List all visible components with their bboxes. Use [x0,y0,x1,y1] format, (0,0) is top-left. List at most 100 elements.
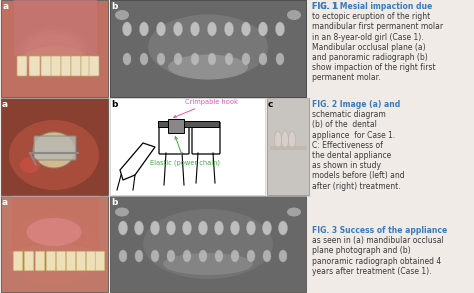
Text: b: b [111,198,118,207]
Ellipse shape [246,221,255,235]
Bar [110,0,306,97]
FancyBboxPatch shape [86,251,96,271]
Ellipse shape [118,221,128,235]
Ellipse shape [27,218,82,246]
Ellipse shape [19,28,89,76]
FancyBboxPatch shape [71,56,81,76]
Text: Elastic (power chain): Elastic (power chain) [150,137,220,166]
FancyBboxPatch shape [51,56,61,76]
Bar [110,98,265,195]
Text: models before (left) and: models before (left) and [312,171,405,180]
Ellipse shape [263,221,272,235]
Text: show impaction of the right first: show impaction of the right first [312,63,436,72]
Ellipse shape [287,207,301,217]
Text: FIG. 2 Image (a) and: FIG. 2 Image (a) and [312,100,400,109]
Polygon shape [120,143,155,180]
Ellipse shape [183,250,191,262]
Ellipse shape [231,250,239,262]
FancyBboxPatch shape [17,56,27,76]
FancyBboxPatch shape [34,136,76,160]
FancyBboxPatch shape [56,251,66,271]
Ellipse shape [282,131,289,149]
Ellipse shape [9,214,99,286]
Text: mandibular first permanent molar: mandibular first permanent molar [312,22,443,31]
Text: b: b [111,100,118,109]
FancyBboxPatch shape [159,122,189,154]
Ellipse shape [289,131,295,149]
Ellipse shape [17,26,91,78]
Ellipse shape [191,53,199,65]
Ellipse shape [9,120,99,190]
Text: C: Effectiveness of: C: Effectiveness of [312,141,383,150]
Ellipse shape [27,35,82,69]
Ellipse shape [199,250,207,262]
Ellipse shape [241,22,250,36]
Ellipse shape [242,53,250,65]
Ellipse shape [182,221,191,235]
Text: FIG. 3 Success of the appliance: FIG. 3 Success of the appliance [312,226,447,235]
Ellipse shape [168,54,248,79]
FancyBboxPatch shape [89,56,99,76]
Ellipse shape [166,221,175,235]
Ellipse shape [263,250,271,262]
Ellipse shape [156,22,165,36]
Text: in an 8-year-old girl (Case 1).: in an 8-year-old girl (Case 1). [312,33,424,42]
Text: Crimpable hook: Crimpable hook [173,99,238,118]
Ellipse shape [139,22,148,36]
FancyBboxPatch shape [81,56,92,76]
FancyBboxPatch shape [29,56,40,76]
Text: FIG. 1: FIG. 1 [312,2,341,11]
Ellipse shape [247,250,255,262]
Ellipse shape [276,53,284,65]
Bar [110,196,306,292]
Ellipse shape [225,22,234,36]
Text: to ectopic eruption of the right: to ectopic eruption of the right [312,12,430,21]
Ellipse shape [274,131,282,149]
Text: appliance  for Case 1.: appliance for Case 1. [312,131,395,139]
Ellipse shape [148,14,268,79]
Ellipse shape [140,53,148,65]
Ellipse shape [279,221,288,235]
Ellipse shape [123,53,131,65]
FancyBboxPatch shape [24,251,34,271]
Text: as seen in (a) mandibular occlusal: as seen in (a) mandibular occlusal [312,236,444,245]
Text: FIG. 1 Mesial impaction due: FIG. 1 Mesial impaction due [312,2,432,11]
Ellipse shape [115,10,129,20]
Ellipse shape [122,22,131,36]
Ellipse shape [115,207,129,217]
Ellipse shape [119,250,127,262]
Text: a: a [3,2,9,11]
FancyBboxPatch shape [41,56,52,76]
Ellipse shape [279,250,287,262]
Text: the dental appliance: the dental appliance [312,151,391,160]
Ellipse shape [33,132,75,168]
Text: and panoramic radiograph (b): and panoramic radiograph (b) [312,53,428,62]
Ellipse shape [287,10,301,20]
Ellipse shape [174,53,182,65]
Ellipse shape [24,33,84,71]
Text: years after treatment (Case 1).: years after treatment (Case 1). [312,267,431,276]
Ellipse shape [21,30,86,74]
Ellipse shape [20,157,40,173]
Ellipse shape [259,53,267,65]
FancyBboxPatch shape [46,251,56,271]
Bar [267,98,309,195]
Ellipse shape [135,221,144,235]
Text: Mandibular occlusal plane (a): Mandibular occlusal plane (a) [312,43,426,52]
Text: schematic diagram: schematic diagram [312,110,386,119]
FancyBboxPatch shape [76,251,86,271]
Text: as shown in study: as shown in study [312,161,381,170]
Ellipse shape [258,22,267,36]
FancyBboxPatch shape [192,122,220,154]
Text: plane photograph and (b): plane photograph and (b) [312,246,410,255]
Ellipse shape [163,253,253,275]
Text: c: c [268,100,273,109]
Ellipse shape [191,22,200,36]
Text: after (right) treatment.: after (right) treatment. [312,182,401,191]
Ellipse shape [14,25,94,79]
Text: a: a [2,198,8,207]
Text: permanent molar.: permanent molar. [312,74,381,82]
Bar [270,146,307,150]
Bar [168,119,184,133]
Ellipse shape [208,22,217,36]
